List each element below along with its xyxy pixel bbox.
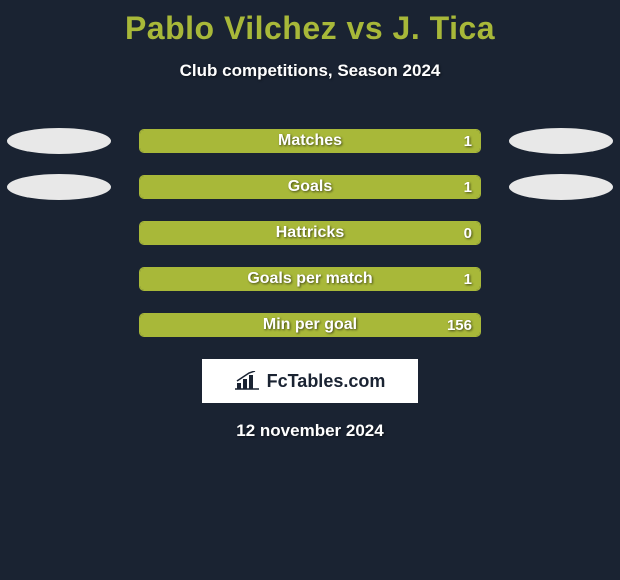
stat-bar: Hattricks 0 [139, 221, 481, 245]
stat-value: 1 [464, 176, 472, 198]
stat-row-gpm: Goals per match 1 [0, 267, 620, 291]
subtitle: Club competitions, Season 2024 [0, 61, 620, 81]
stat-label: Hattricks [140, 222, 480, 244]
stat-bar: Goals 1 [139, 175, 481, 199]
stat-row-mpg: Min per goal 156 [0, 313, 620, 337]
player-right-ellipse [509, 128, 613, 154]
stat-row-hattricks: Hattricks 0 [0, 221, 620, 245]
fctables-logo[interactable]: FcTables.com [202, 359, 418, 403]
page-title: Pablo Vilchez vs J. Tica [0, 0, 620, 47]
stat-bar: Min per goal 156 [139, 313, 481, 337]
stat-label: Matches [140, 130, 480, 152]
logo-inner: FcTables.com [235, 371, 386, 392]
infographic-container: Pablo Vilchez vs J. Tica Club competitio… [0, 0, 620, 580]
stat-row-goals: Goals 1 [0, 175, 620, 199]
player-left-ellipse [7, 128, 111, 154]
logo-text: FcTables.com [267, 371, 386, 392]
chart-icon [235, 371, 261, 391]
stat-label: Min per goal [140, 314, 480, 336]
stat-label: Goals [140, 176, 480, 198]
stat-value: 0 [464, 222, 472, 244]
stat-bar: Goals per match 1 [139, 267, 481, 291]
stat-label: Goals per match [140, 268, 480, 290]
stat-row-matches: Matches 1 [0, 129, 620, 153]
player-right-ellipse [509, 174, 613, 200]
stat-bar: Matches 1 [139, 129, 481, 153]
stat-value: 1 [464, 268, 472, 290]
stats-area: Matches 1 Goals 1 Hattricks 0 [0, 129, 620, 337]
player-left-ellipse [7, 174, 111, 200]
date-text: 12 november 2024 [0, 421, 620, 441]
stat-value: 156 [447, 314, 472, 336]
stat-value: 1 [464, 130, 472, 152]
